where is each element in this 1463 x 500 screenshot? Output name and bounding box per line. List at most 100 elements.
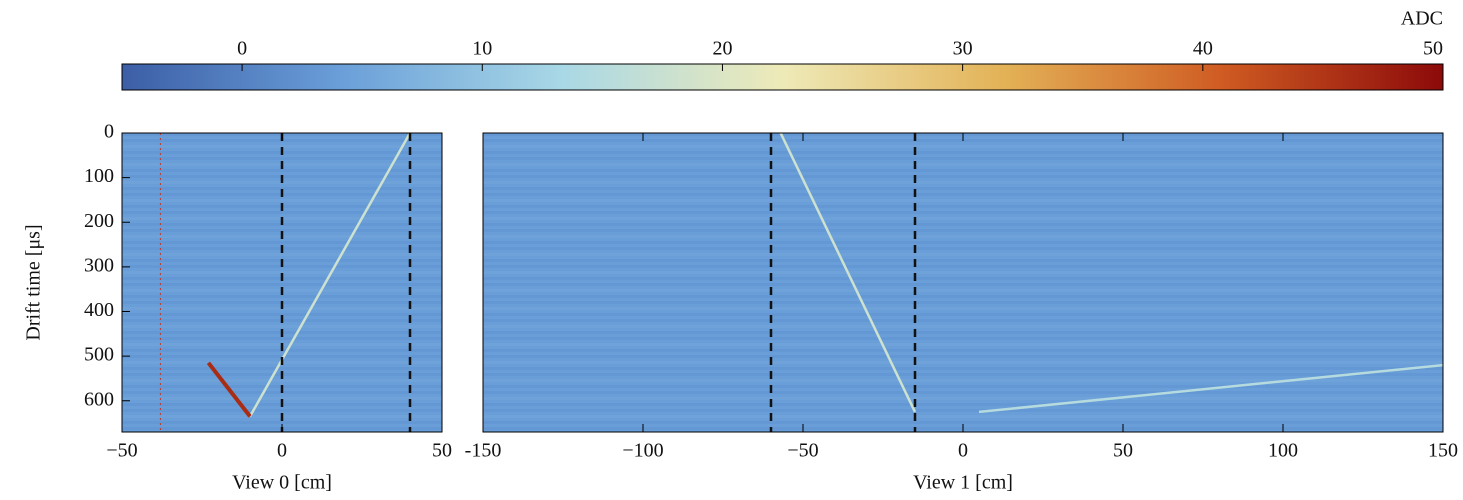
y-tick-label: 0 — [104, 121, 114, 143]
noise-stripe — [483, 415, 1443, 418]
track — [779, 133, 917, 413]
noise-stripe — [122, 169, 442, 172]
x-tick-label: 50 — [1113, 440, 1133, 462]
noise-stripe — [483, 385, 1443, 388]
noise-stripe — [483, 343, 1443, 346]
noise-stripe — [483, 211, 1443, 214]
y-axis-label: Drift time [μs] — [23, 224, 45, 340]
x-tick-label: −50 — [787, 440, 818, 462]
noise-stripe — [483, 277, 1443, 280]
colorbar — [121, 63, 1444, 91]
noise-stripe — [122, 421, 442, 424]
x-tick-label: 0 — [958, 440, 968, 462]
x-tick-label: -150 — [465, 440, 502, 462]
noise-stripe — [483, 301, 1443, 304]
x-tick-label: −50 — [106, 440, 137, 462]
noise-stripe — [483, 283, 1443, 286]
colorbar-tick-label: 50 — [1423, 38, 1443, 60]
noise-stripe — [483, 319, 1443, 322]
noise-stripe — [483, 187, 1443, 190]
noise-stripe — [483, 313, 1443, 316]
noise-stripe — [483, 175, 1443, 178]
x-tick-label: 50 — [432, 440, 452, 462]
noise-stripe — [122, 409, 442, 412]
noise-stripe — [483, 289, 1443, 292]
colorbar-tick-label: 40 — [1193, 38, 1213, 60]
noise-stripe — [483, 241, 1443, 244]
noise-stripe — [122, 271, 442, 274]
y-tick-label: 400 — [84, 299, 114, 321]
noise-stripe — [122, 211, 442, 214]
noise-stripe — [122, 253, 442, 256]
y-tick-label: 300 — [84, 254, 114, 276]
noise-stripe — [483, 163, 1443, 166]
noise-stripe — [483, 355, 1443, 358]
noise-stripe — [483, 325, 1443, 328]
noise-stripe — [483, 181, 1443, 184]
noise-stripe — [483, 223, 1443, 226]
noise-stripe — [483, 421, 1443, 424]
noise-stripe — [122, 379, 442, 382]
x-tick-label: −100 — [622, 440, 663, 462]
noise-stripe — [483, 403, 1443, 406]
x-axis-label: View 1 [cm] — [913, 472, 1013, 494]
noise-stripe — [483, 367, 1443, 370]
noise-stripe — [483, 145, 1443, 148]
noise-stripe — [483, 235, 1443, 238]
noise-stripe — [122, 199, 442, 202]
noise-stripe — [483, 193, 1443, 196]
colorbar-tick-label: 0 — [237, 38, 247, 60]
noise-stripe — [122, 397, 442, 400]
track — [978, 363, 1443, 414]
noise-stripe — [483, 349, 1443, 352]
noise-stripe — [122, 355, 442, 358]
noise-stripe — [483, 217, 1443, 220]
noise-stripe — [122, 229, 442, 232]
noise-stripe — [122, 157, 442, 160]
noise-stripe — [483, 259, 1443, 262]
x-axis-label: View 0 [cm] — [232, 472, 332, 494]
y-tick-label: 600 — [84, 388, 114, 410]
noise-stripe — [483, 169, 1443, 172]
track — [206, 361, 252, 418]
noise-stripe — [483, 409, 1443, 412]
y-tick-label: 100 — [84, 165, 114, 187]
noise-stripe — [122, 283, 442, 286]
noise-stripe — [483, 229, 1443, 232]
noise-stripe — [122, 187, 442, 190]
noise-stripe — [483, 391, 1443, 394]
y-tick-label: 200 — [84, 210, 114, 232]
noise-stripe — [483, 247, 1443, 250]
noise-stripe — [122, 295, 442, 298]
noise-stripe — [483, 151, 1443, 154]
noise-stripe — [483, 199, 1443, 202]
noise-stripe — [483, 373, 1443, 376]
noise-stripe — [122, 313, 442, 316]
noise-stripe — [483, 265, 1443, 268]
colorbar-tick-label: 10 — [472, 38, 492, 60]
x-tick-label: 0 — [277, 440, 287, 462]
noise-stripe — [122, 241, 442, 244]
noise-stripe — [483, 307, 1443, 310]
track — [248, 133, 412, 417]
noise-stripe — [483, 253, 1443, 256]
noise-stripe — [122, 337, 442, 340]
noise-stripe — [483, 295, 1443, 298]
noise-stripe — [122, 145, 442, 148]
colorbar-tick-label: 30 — [953, 38, 973, 60]
noise-stripe — [122, 325, 442, 328]
noise-stripe — [483, 157, 1443, 160]
noise-stripe — [483, 379, 1443, 382]
noise-stripe — [483, 331, 1443, 334]
x-tick-label: 150 — [1428, 440, 1458, 462]
noise-stripe — [483, 397, 1443, 400]
y-tick-label: 500 — [84, 344, 114, 366]
noise-stripe — [483, 361, 1443, 364]
colorbar-title: ADC — [1401, 8, 1443, 30]
noise-stripe — [483, 205, 1443, 208]
noise-stripe — [483, 271, 1443, 274]
x-tick-label: 100 — [1268, 440, 1298, 462]
noise-stripe — [122, 367, 442, 370]
noise-stripe — [483, 337, 1443, 340]
